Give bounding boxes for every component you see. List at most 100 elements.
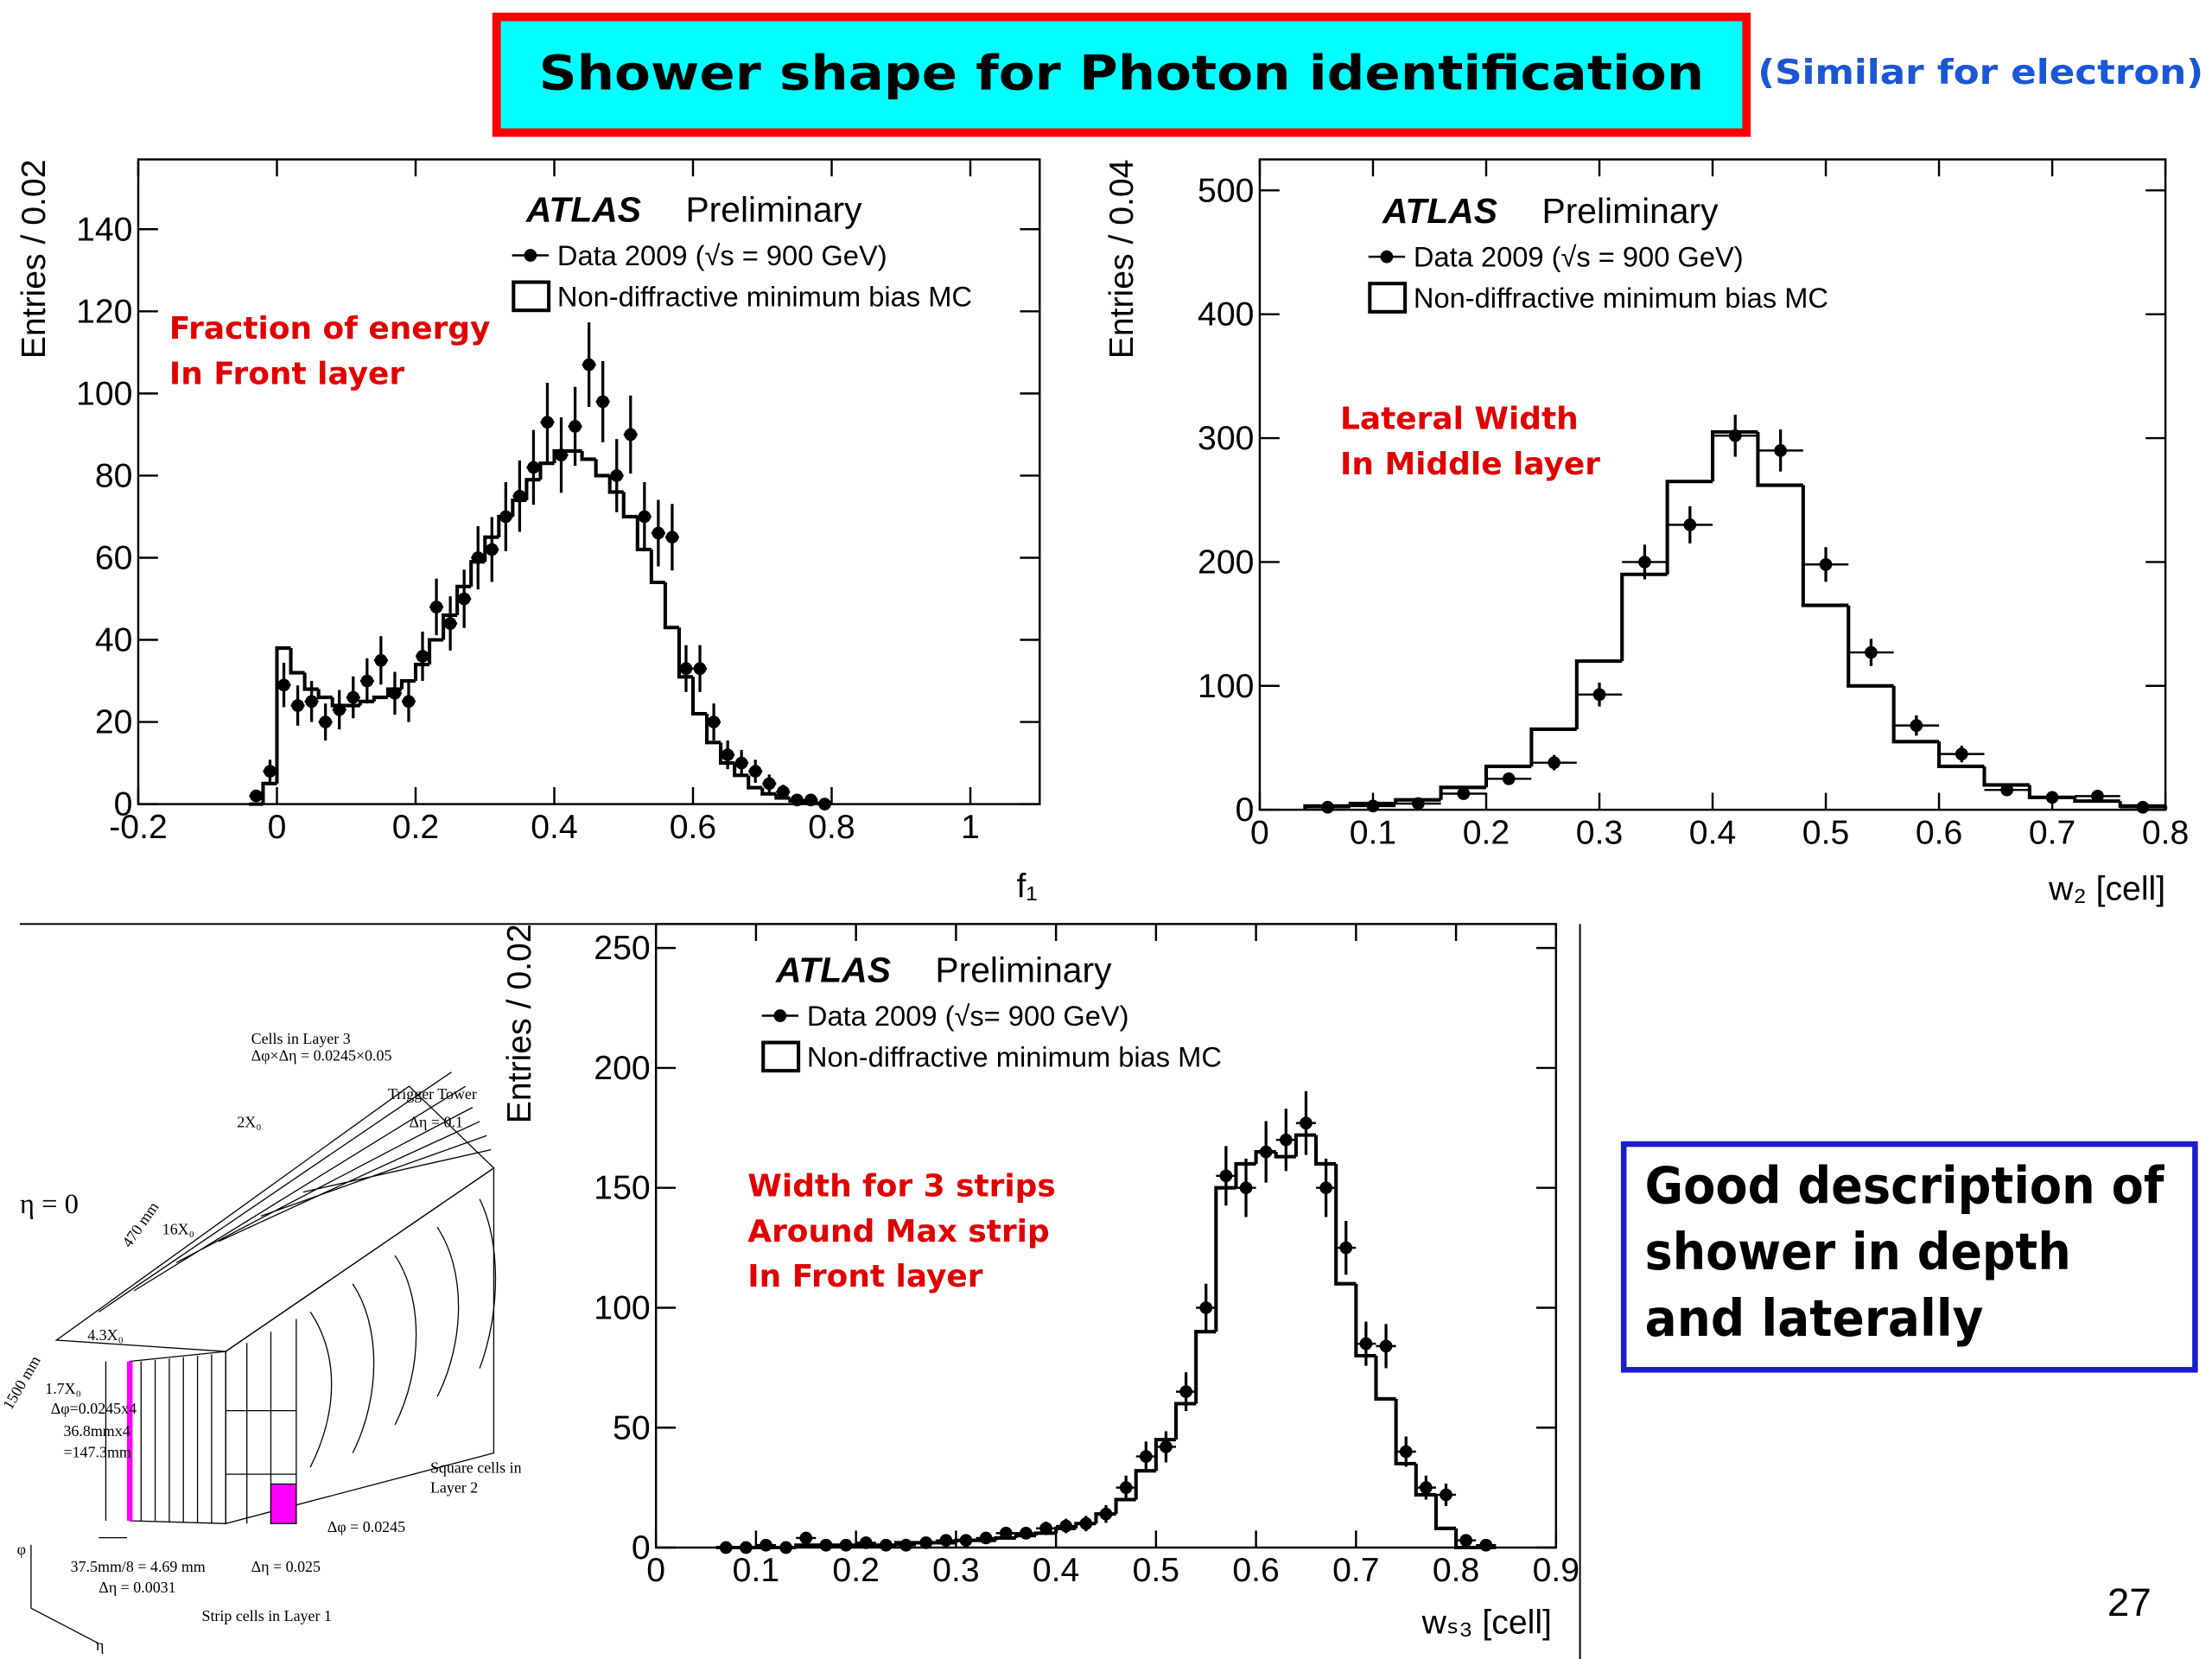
data-point [1279,1133,1293,1147]
legend-label: Non-diffractive minimum bias MC [557,280,972,312]
x-tick-label: 0.8 [1433,1552,1479,1589]
annotation: Lateral Width [1340,402,1579,437]
x-tick-label: 0.6 [1232,1552,1279,1589]
data-point [1139,1450,1153,1463]
strip-highlight [126,1361,133,1521]
data-point [859,1536,873,1549]
mc-step [497,514,513,537]
mc-step [1054,1526,1077,1534]
legend-marker [1380,250,1394,264]
data-point [264,765,276,778]
mc-step [677,627,694,679]
data-point [1774,444,1787,457]
summary-line: Good description of [1645,1155,2165,1215]
x-axis-label: f₁ [1017,868,1038,905]
y-tick-label: 300 [1198,420,1254,457]
diagram-label: η = 0 [20,1189,79,1220]
y-tick-label: 20 [95,704,133,741]
data-point [1179,1385,1192,1398]
data-point [776,785,790,798]
legend-label: Data 2009 (√s = 900 GeV) [1414,241,1744,273]
annotation: Width for 3 strips [747,1169,1055,1205]
data-point [443,617,457,630]
mc-step [1433,1494,1457,1530]
mc-step [1234,1161,1256,1188]
x-tick-label: -0.2 [109,809,167,846]
mc-step [1134,1469,1156,1500]
data-point [277,678,290,692]
data-point [1219,1169,1233,1183]
diagram-label: =147.3mm [63,1444,130,1461]
note: (Similar for electron) [1758,54,2203,92]
data-point [734,756,748,770]
data-point [1479,1538,1493,1552]
data-point [1910,719,1923,733]
y-tick-label: 250 [594,930,650,967]
mc-step [399,679,416,690]
legend-marker [773,1009,787,1022]
mc-step [261,781,277,804]
y-tick-label: 50 [613,1409,651,1446]
mc-step [1154,1438,1177,1471]
mc-step [1074,1522,1096,1529]
x-tick-label: 0.1 [733,1552,779,1589]
diagram-label: Layer 2 [430,1478,478,1496]
summary-line: shower in depth [1645,1222,2071,1281]
title: Shower shape for Photon identification [539,45,1705,101]
data-point [1199,1301,1213,1314]
diagram-label: Δη = 0.0031 [99,1579,175,1596]
data-point [360,674,374,688]
mc-step [621,492,638,518]
mc-step [994,1535,1016,1541]
data-point [1239,1181,1253,1195]
cell-highlight [270,1483,297,1524]
diagram-label: Δη = 0.025 [251,1558,321,1575]
diagram-label: 36.8mmx4 [63,1422,130,1440]
mc-step [413,662,430,682]
mc-step [1114,1497,1136,1515]
data-point [527,461,540,474]
mc-step [1374,1355,1396,1401]
x-tick-label: 0.2 [392,809,439,846]
data-point [707,715,721,728]
mc-step [2118,801,2166,808]
x-tick-label: 0.7 [2029,814,2075,851]
mc-step [705,714,721,745]
data-point [319,715,333,728]
y-axis-label: Entries / 0.02 [16,159,53,359]
diagram-label: Δφ×Δη = 0.0245×0.05 [251,1047,392,1065]
mc-step [649,549,665,585]
diagram-label: 470 mm [118,1198,162,1250]
data-point [2091,790,2104,803]
data-point [799,1531,813,1545]
mc-step [455,584,472,616]
y-tick-label: 0 [114,786,133,823]
data-point [291,699,304,712]
mc-step [1847,605,1894,688]
mc-step [1414,1463,1436,1497]
mc-step [1303,804,1351,810]
data-point [541,416,554,429]
title-box [492,12,1751,137]
mc-step [1665,480,1713,575]
x-tick-label: 0.7 [1332,1552,1379,1589]
data-point [429,601,443,613]
mc-step [1801,485,1849,607]
diagram-label: Strip cells in Layer 1 [201,1607,331,1624]
data-point [1379,1339,1393,1353]
x-tick-label: 0.2 [832,1552,879,1589]
data-point [1319,1181,1332,1195]
data-point [569,420,582,433]
mc-step [1937,741,1985,769]
block-side [225,1166,495,1525]
data-point [457,592,471,606]
data-point [1819,557,1833,571]
y-tick-label: 200 [594,1050,650,1087]
mc-step [358,699,374,706]
mc-step [607,475,624,494]
y-tick-label: 120 [76,293,132,330]
data-point [1955,747,1968,760]
mc-step [1454,1528,1477,1550]
mc-step [733,763,749,778]
